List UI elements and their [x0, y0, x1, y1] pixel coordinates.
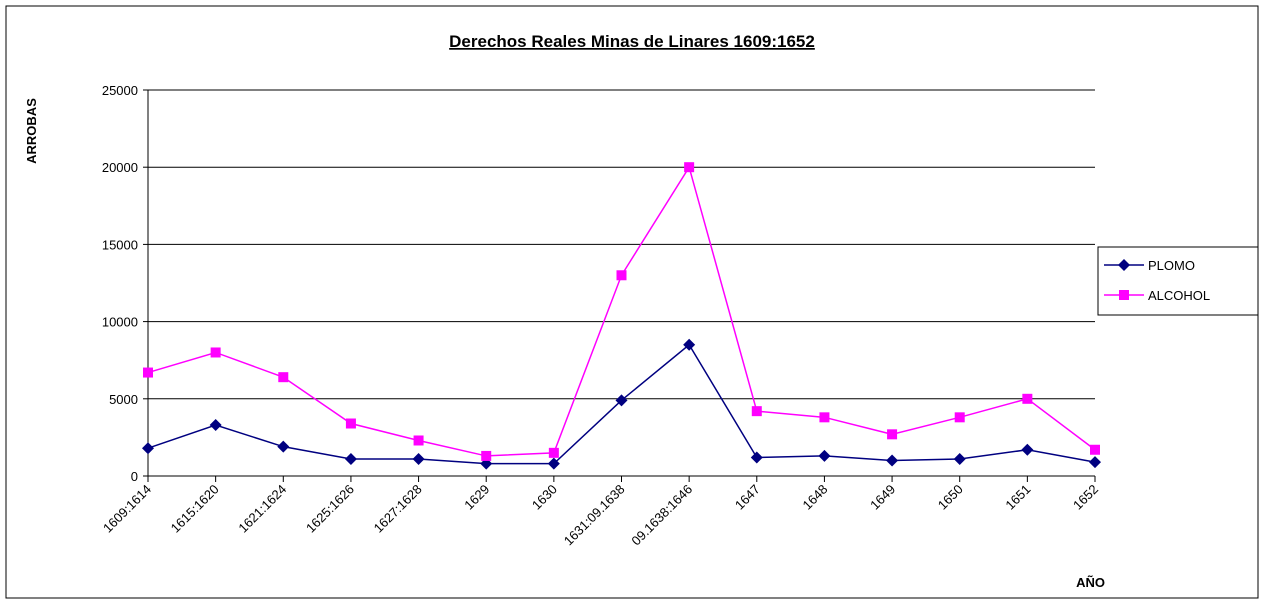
point — [953, 453, 966, 466]
point — [278, 372, 289, 383]
point — [413, 435, 424, 446]
chart-border — [5, 5, 1259, 599]
chart-title: Derechos Reales Minas de Linares 1609:16… — [449, 32, 815, 51]
point — [344, 453, 357, 466]
point — [954, 412, 965, 423]
point — [751, 406, 762, 417]
legend — [1097, 246, 1259, 316]
y-axis-label: ARROBAS — [24, 98, 39, 164]
point — [1022, 393, 1033, 404]
point — [1090, 444, 1100, 455]
point — [345, 418, 356, 429]
point — [412, 453, 425, 466]
point — [819, 412, 830, 423]
x-axis-label: AÑO — [1076, 575, 1105, 590]
point — [1021, 443, 1034, 456]
point — [277, 440, 290, 453]
legend-label: PLOMO — [1148, 258, 1195, 273]
point — [818, 449, 831, 462]
point — [887, 429, 898, 440]
point — [142, 442, 154, 455]
point — [547, 457, 560, 470]
legend-label: ALCOHOL — [1148, 288, 1210, 303]
point — [886, 454, 899, 467]
y-tick-label: 10000 — [102, 315, 138, 330]
point — [684, 162, 695, 173]
y-tick-label: 15000 — [102, 237, 138, 252]
legend-marker — [1118, 259, 1130, 271]
legend-marker — [1119, 290, 1129, 300]
y-tick-label: 20000 — [102, 160, 138, 175]
point — [615, 394, 628, 407]
point — [683, 338, 696, 351]
point — [210, 347, 221, 358]
point — [481, 450, 492, 461]
point — [616, 270, 627, 281]
y-tick-label: 0 — [131, 469, 138, 484]
y-tick-label: 25000 — [102, 83, 138, 98]
point — [143, 367, 153, 378]
point — [1089, 456, 1101, 469]
y-tick-label: 5000 — [109, 392, 138, 407]
point — [209, 419, 222, 432]
point — [548, 447, 559, 458]
point — [750, 451, 763, 464]
